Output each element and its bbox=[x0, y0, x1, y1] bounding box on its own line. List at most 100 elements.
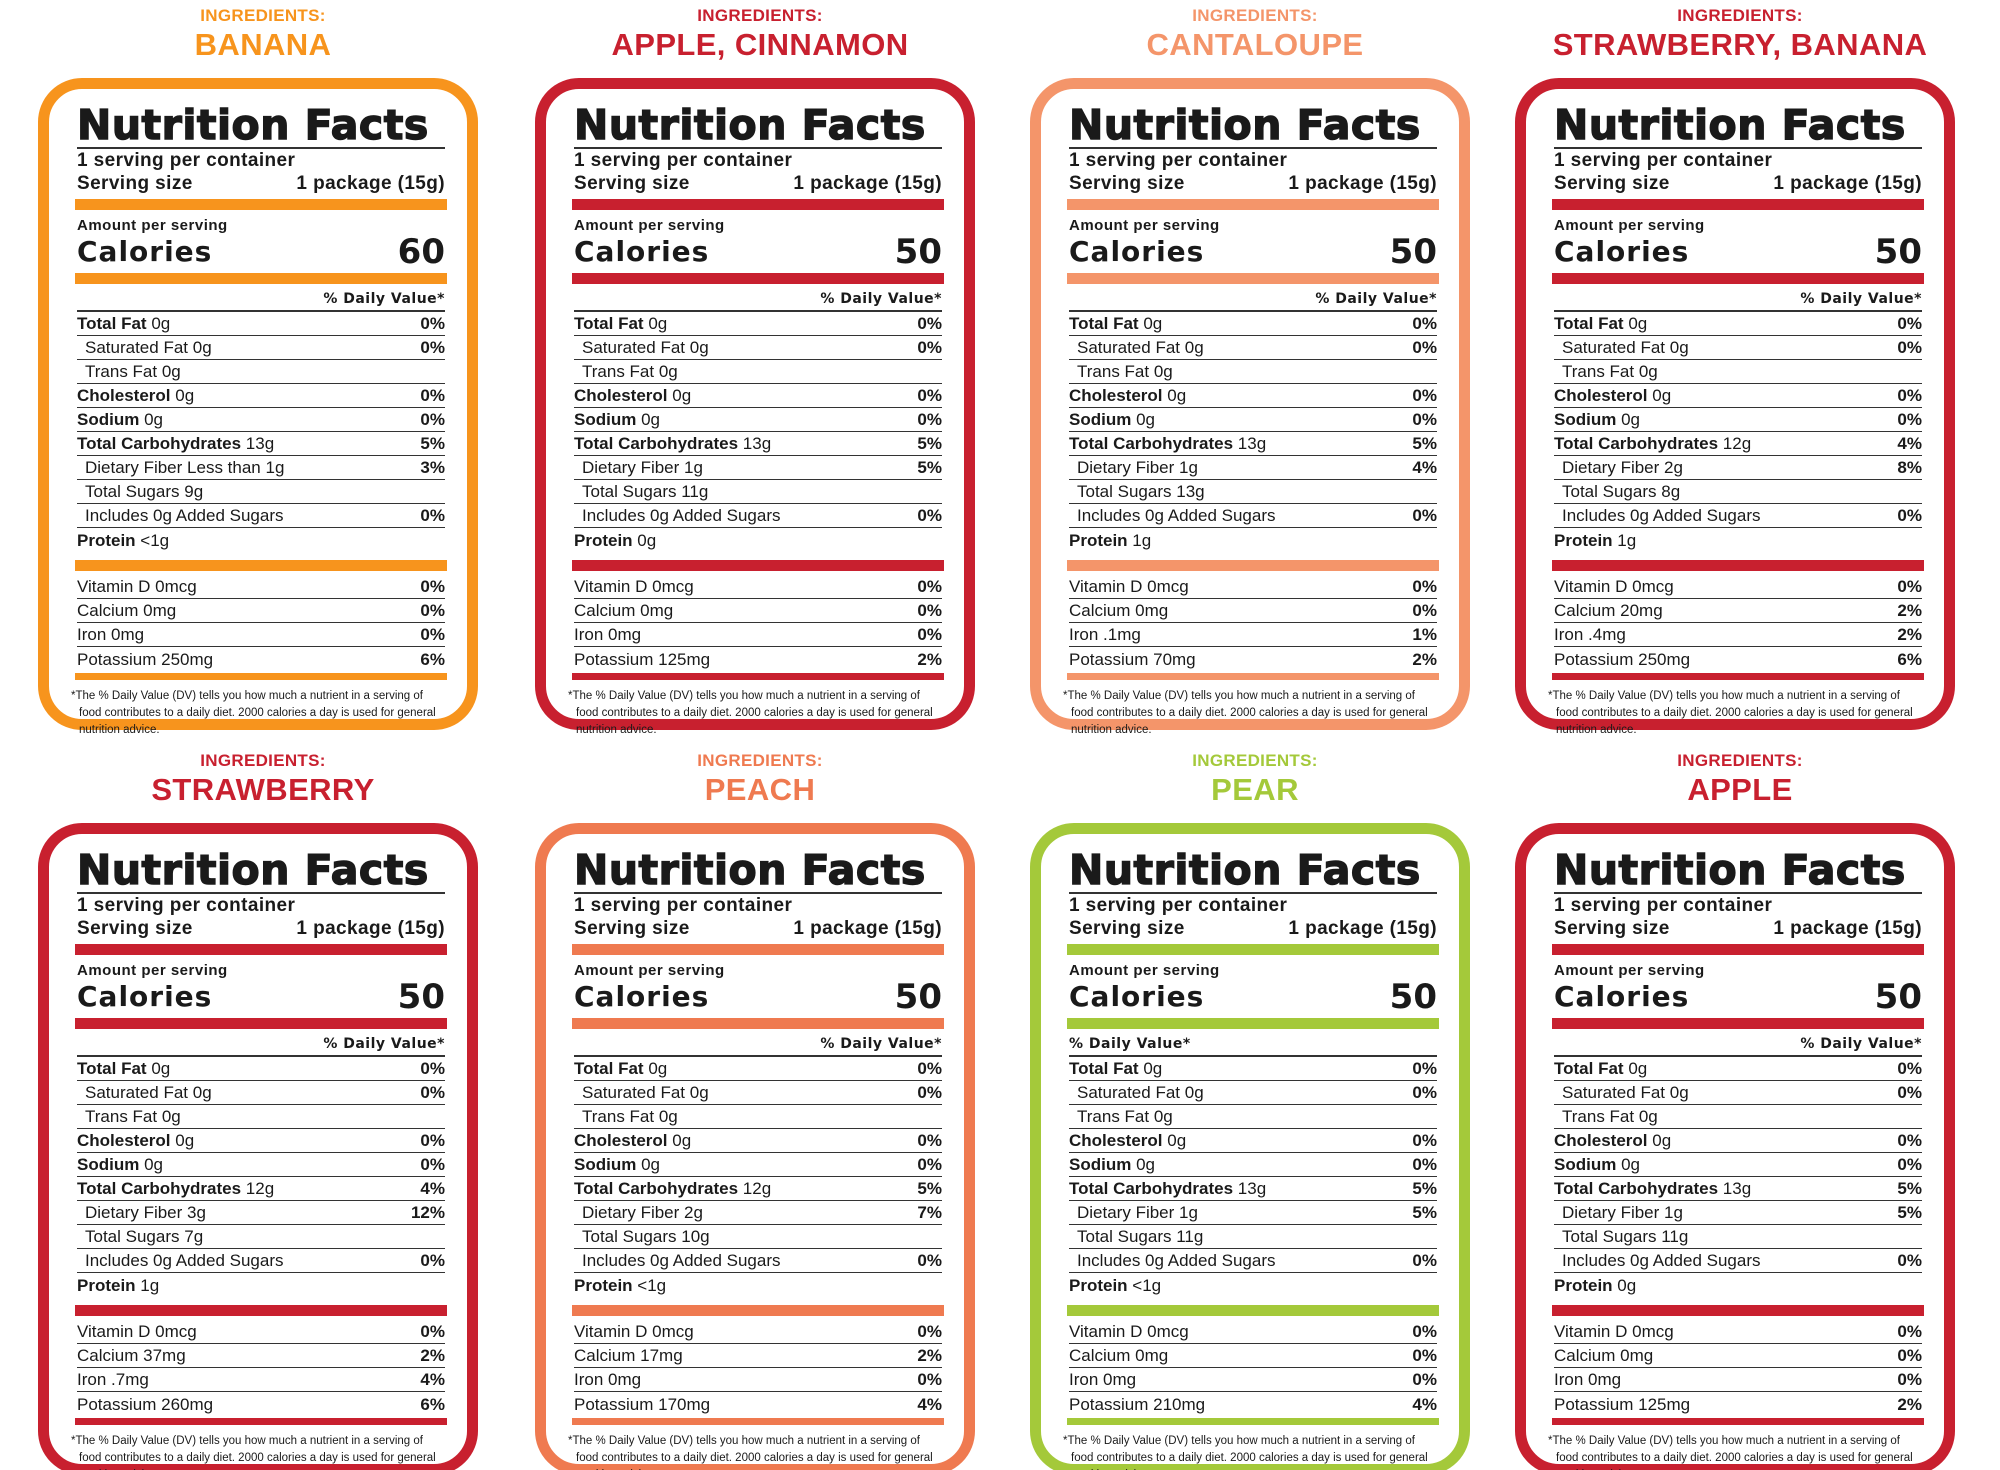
ingredients-name: APPLE bbox=[1687, 772, 1793, 807]
nutrient-row-protein: Protein 1g bbox=[1069, 528, 1437, 552]
nutrient-dv: 5% bbox=[1897, 1203, 1922, 1222]
nutrient-amount: 7g bbox=[184, 1227, 204, 1246]
mineral-row-potassium: Potassium 70mg 2% bbox=[1069, 647, 1437, 671]
nutrient-amount: 0mcg bbox=[1632, 1322, 1674, 1341]
divider bbox=[1554, 310, 1922, 312]
mineral-row-vitamin-d: Vitamin D 0mcg 0% bbox=[574, 1320, 942, 1344]
nutrient-dv: 0% bbox=[1412, 1083, 1437, 1102]
nutrient-amount: 0g bbox=[151, 1059, 171, 1078]
nutrient-amount: 0g bbox=[672, 1131, 692, 1150]
servings-per-container: 1 serving per container bbox=[1069, 150, 1288, 171]
nutrient-name: Trans Fat bbox=[1077, 1107, 1150, 1126]
nutrient-amount: 1g bbox=[1179, 458, 1198, 477]
nutrient-dv: 0% bbox=[1897, 1131, 1922, 1150]
thick-divider bbox=[1067, 560, 1439, 571]
nutrient-name: Total Fat bbox=[77, 1059, 147, 1078]
nutrient-amount: 0g bbox=[1621, 1155, 1640, 1174]
nutrient-dv: 0% bbox=[1897, 1251, 1922, 1270]
nutrient-row-total-fat: Total Fat 0g 0% bbox=[77, 312, 445, 336]
nutrient-name: Includes 0g Added Sugars bbox=[1562, 506, 1761, 525]
nutrient-row-total-fat: Total Fat 0g 0% bbox=[574, 312, 942, 336]
thin-divider bbox=[1067, 1418, 1439, 1425]
nutrient-amount: 210mg bbox=[1153, 1395, 1206, 1414]
divider bbox=[574, 892, 942, 894]
serving-size-label: Serving size bbox=[1554, 173, 1670, 194]
nutrient-amount: 0g bbox=[1621, 410, 1640, 429]
nutrient-amount: 1g bbox=[1132, 531, 1152, 550]
nutrient-row-dietary-fiber: Dietary Fiber 3g 12% bbox=[77, 1201, 445, 1225]
nutrient-dv: 0% bbox=[1412, 1322, 1437, 1341]
nutrient-name: Dietary Fiber bbox=[85, 458, 183, 477]
ingredients-kicker: INGREDIENTS: bbox=[1677, 751, 1803, 770]
nutrient-amount: 0mcg bbox=[155, 1322, 197, 1341]
nutrient-name: Total Carbohydrates bbox=[574, 434, 739, 453]
nutrient-name: Total Carbohydrates bbox=[1554, 434, 1719, 453]
nutrient-dv: 0% bbox=[1897, 1322, 1922, 1341]
nutrient-amount: 0g bbox=[1153, 1107, 1173, 1126]
nutrient-dv: 7% bbox=[917, 1203, 942, 1222]
nutrient-row-total-fat: Total Fat 0g 0% bbox=[1554, 312, 1922, 336]
nutrient-dv: 0% bbox=[1412, 577, 1437, 596]
ingredients-name: STRAWBERRY, BANANA bbox=[1552, 27, 1928, 62]
nutrient-name: Total Sugars bbox=[582, 482, 677, 501]
nutrient-amount: 0mg bbox=[608, 1370, 642, 1389]
serving-size-row: Serving size 1 package (15g) bbox=[77, 917, 445, 940]
serving-size-label: Serving size bbox=[1554, 918, 1670, 939]
nutrient-dv: 0% bbox=[420, 1155, 445, 1174]
nutrient-name: Cholesterol bbox=[1069, 386, 1163, 405]
nutrient-amount: 0g bbox=[1628, 1059, 1648, 1078]
nutrient-dv: 4% bbox=[1897, 434, 1922, 453]
nutrient-dv: 5% bbox=[1412, 434, 1437, 453]
nutrient-name: Total Sugars bbox=[1562, 1227, 1657, 1246]
nutrient-row-trans-fat: Trans Fat 0g bbox=[1069, 360, 1437, 384]
serving-size-row: Serving size 1 package (15g) bbox=[1069, 917, 1437, 940]
nutrient-name: Iron bbox=[1069, 625, 1099, 644]
nutrient-row-total-sugars: Total Sugars 7g bbox=[77, 1225, 445, 1249]
nutrient-name: Includes 0g Added Sugars bbox=[85, 1251, 284, 1270]
nutrient-dv: 8% bbox=[1897, 458, 1922, 477]
nutrient-amount: 170mg bbox=[658, 1395, 711, 1414]
nutrient-name: Total Fat bbox=[1069, 1059, 1139, 1078]
nutrient-amount: 0mg bbox=[111, 625, 145, 644]
nutrient-name: Sodium bbox=[1554, 1155, 1617, 1174]
serving-size-row: Serving size 1 package (15g) bbox=[1554, 172, 1922, 195]
nutrient-dv: 0% bbox=[420, 410, 445, 429]
nutrient-row-total-sugars: Total Sugars 10g bbox=[574, 1225, 942, 1249]
nutrient-amount: 0g bbox=[1153, 362, 1173, 381]
nutrient-name: Sodium bbox=[1554, 410, 1617, 429]
nutrient-amount: 0mcg bbox=[652, 577, 694, 596]
ingredients-name: APPLE, CINNAMON bbox=[611, 27, 909, 62]
nutrient-row-total-carbohydrates: Total Carbohydrates 12g 4% bbox=[77, 1177, 445, 1201]
nutrient-dv: 12% bbox=[410, 1203, 445, 1222]
mineral-row-calcium: Calcium 0mg 0% bbox=[1069, 1344, 1437, 1368]
calories-row: Calories 50 bbox=[574, 980, 942, 1014]
calories-label: Calories bbox=[1069, 235, 1205, 268]
nutrient-row-total-carbohydrates: Total Carbohydrates 13g 5% bbox=[77, 432, 445, 456]
nutrient-dv: 0% bbox=[420, 506, 445, 525]
serving-size-value: 1 package (15g) bbox=[296, 918, 445, 939]
ingredients-header: INGREDIENTS: STRAWBERRY bbox=[38, 751, 488, 809]
nutrient-amount: 0g bbox=[1628, 314, 1648, 333]
nutrient-amount: 13g bbox=[1176, 482, 1205, 501]
mineral-row-iron: Iron 0mg 0% bbox=[77, 623, 445, 647]
nutrient-name: Cholesterol bbox=[1554, 386, 1648, 405]
ingredients-kicker: INGREDIENTS: bbox=[697, 6, 823, 25]
footnote: *The % Daily Value (DV) tells you how mu… bbox=[71, 690, 436, 736]
nutrient-amount: 11g bbox=[681, 482, 709, 501]
ingredients-kicker: INGREDIENTS: bbox=[1192, 6, 1318, 25]
nutrient-row-cholesterol: Cholesterol 0g 0% bbox=[1554, 384, 1922, 408]
nutrient-amount: 0g bbox=[1167, 1131, 1187, 1150]
nutrient-name: Trans Fat bbox=[582, 1107, 655, 1126]
nutrient-amount: 0g bbox=[144, 1155, 163, 1174]
thick-divider bbox=[1067, 1018, 1439, 1029]
nutrient-dv: 0% bbox=[917, 1059, 942, 1078]
nutrient-dv: 4% bbox=[1412, 458, 1437, 477]
nutrient-amount: 12g bbox=[742, 1179, 772, 1198]
nutrient-row-saturated-fat: Saturated Fat 0g 0% bbox=[574, 336, 942, 360]
nutrient-name: Cholesterol bbox=[1069, 1131, 1163, 1150]
nutrient-row-total-fat: Total Fat 0g 0% bbox=[1554, 1057, 1922, 1081]
thick-divider bbox=[1552, 199, 1924, 210]
nutrient-name: Includes 0g Added Sugars bbox=[1562, 1251, 1761, 1270]
mineral-row-calcium: Calcium 17mg 2% bbox=[574, 1344, 942, 1368]
serving-size-label: Serving size bbox=[77, 918, 193, 939]
